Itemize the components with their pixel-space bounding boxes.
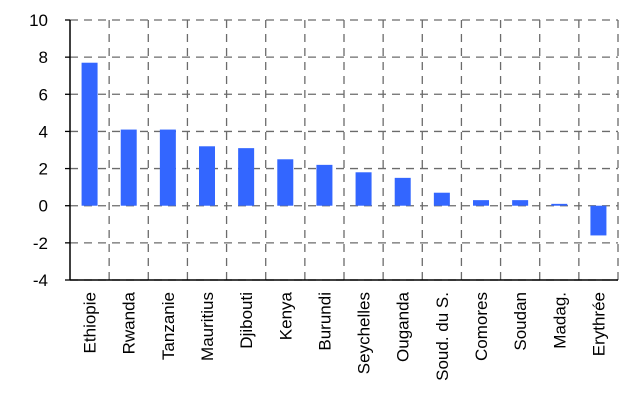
y-tick-label: -4 (33, 271, 48, 290)
y-tick-label: 2 (39, 160, 48, 179)
bar-Seychelles (355, 172, 372, 206)
bar-Ethiopie (81, 62, 98, 206)
bar-Madag. (551, 203, 568, 206)
x-tick-label: Erythrée (589, 292, 608, 356)
bar-Soudan (512, 200, 529, 206)
bar-Rwanda (120, 129, 137, 206)
y-tick-label: 0 (39, 197, 48, 216)
y-axis-tick-labels: -4 -2 0 2 4 6 8 10 (29, 11, 48, 290)
x-tick-label: Ouganda (394, 291, 413, 361)
bar-Kenya (277, 159, 294, 206)
x-axis-tick-labels: Ethiopie Rwanda Tanzanie Mauritius Djibouti K… (81, 291, 609, 380)
x-tick-label: Seychelles (355, 292, 374, 374)
x-tick-label: Madag. (550, 292, 569, 349)
y-tick-label: 8 (39, 48, 48, 67)
x-tick-label: Mauritius (198, 292, 217, 361)
y-tick-label: 10 (29, 11, 48, 30)
x-tick-label: Ethiopie (81, 292, 100, 353)
bar-Burundi (316, 164, 333, 206)
x-tick-label: Soud. du S. (433, 292, 452, 381)
x-tick-label: Tanzanie (159, 292, 178, 360)
bar-Mauritius (199, 146, 215, 206)
x-tick-label: Kenya (276, 291, 295, 340)
y-tick-label: -2 (33, 234, 48, 253)
grid-lines (70, 19, 619, 281)
y-tick-label: 4 (39, 122, 48, 141)
x-tick-label: Djibouti (237, 292, 256, 349)
y-tick-label: 6 (39, 85, 48, 104)
bar-Ouganda (394, 177, 411, 206)
bar-Comores (473, 200, 489, 206)
bar-Djibouti (238, 148, 255, 206)
bar-series (81, 62, 607, 236)
bar-Erythrée (590, 205, 607, 236)
chart-axes (65, 19, 618, 281)
x-tick-label: Burundi (315, 292, 334, 351)
bar-Soud. du S. (433, 192, 450, 206)
x-tick-label: Rwanda (120, 291, 139, 354)
bar-Tanzanie (159, 129, 176, 206)
x-tick-label: Comores (472, 292, 491, 361)
x-tick-label: Soudan (511, 292, 530, 351)
